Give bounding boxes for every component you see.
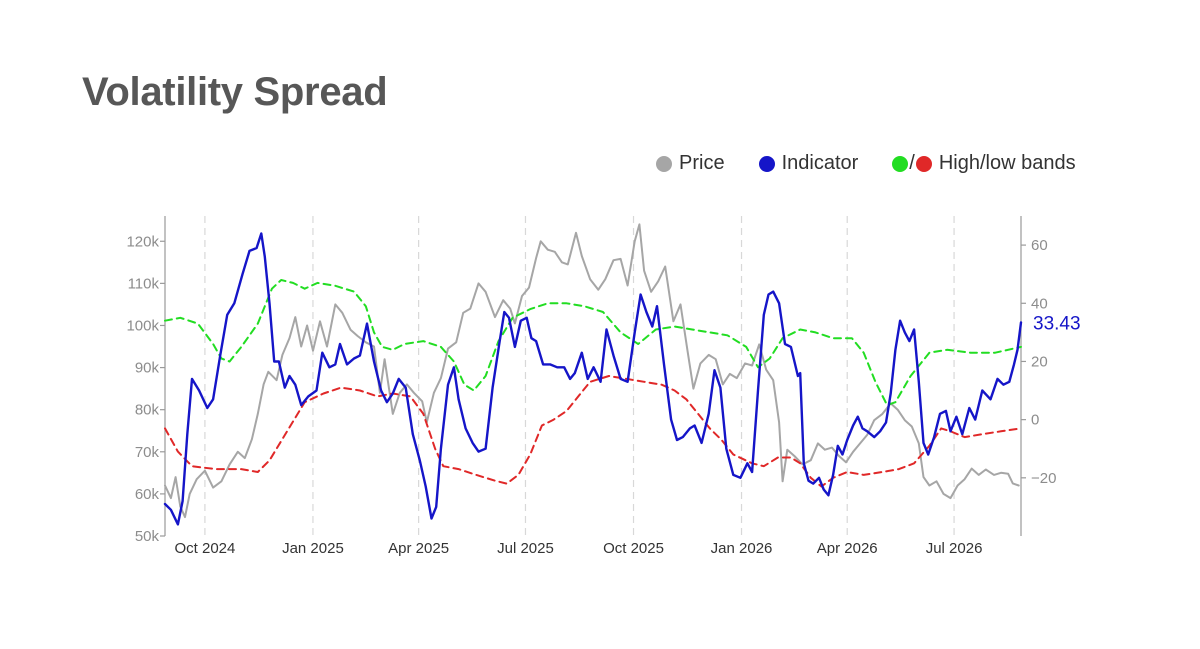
price-line [164, 223, 1020, 519]
left-tick-label: 60k [135, 486, 160, 503]
x-tick-label: Jan 2026 [711, 540, 773, 557]
legend-label-bands: High/low bands [938, 152, 1076, 174]
left-tick-label: 100k [126, 317, 159, 334]
right-tick-label: 60 [1031, 237, 1048, 254]
legend-separator: / [909, 152, 915, 174]
low-band-line [164, 375, 1022, 488]
legend-item-indicator[interactable]: Indicator [758, 152, 859, 175]
high-band-line [164, 279, 1022, 407]
right-tick-label: −20 [1031, 470, 1056, 487]
x-tick-label: Apr 2025 [388, 540, 449, 557]
x-tick-label: Apr 2026 [817, 540, 878, 557]
x-tick-label: Jul 2025 [497, 540, 554, 557]
left-tick-label: 70k [135, 444, 160, 461]
left-tick-label: 50k [135, 528, 160, 545]
x-tick-label: Oct 2024 [174, 540, 235, 557]
legend-item-bands[interactable]: / High/low bands [892, 152, 1076, 175]
chart-title: Volatility Spread [82, 70, 388, 114]
price-swatch [656, 155, 672, 172]
right-tick-label: 20 [1031, 353, 1048, 370]
x-tick-label: Jan 2025 [282, 540, 344, 557]
left-tick-label: 110k [128, 275, 160, 292]
legend-label-price: Price [679, 152, 725, 174]
indicator-line [163, 232, 1023, 526]
left-tick-label: 80k [135, 402, 160, 419]
left-tick-label: 120k [126, 233, 159, 250]
low-band-swatch [915, 155, 932, 172]
legend: Price Indicator / High/low bands [656, 152, 1076, 175]
high-band-swatch [892, 155, 909, 172]
indicator-swatch [758, 155, 775, 172]
left-tick-label: 90k [135, 360, 160, 377]
right-tick-label: 40 [1031, 295, 1048, 312]
legend-label-indicator: Indicator [781, 152, 859, 174]
right-tick-label: 0 [1031, 412, 1039, 429]
last-value-label: 33.43 [1033, 313, 1081, 334]
legend-item-price[interactable]: Price [656, 152, 725, 175]
x-tick-label: Jul 2026 [926, 540, 983, 557]
x-tick-label: Oct 2025 [603, 540, 664, 557]
